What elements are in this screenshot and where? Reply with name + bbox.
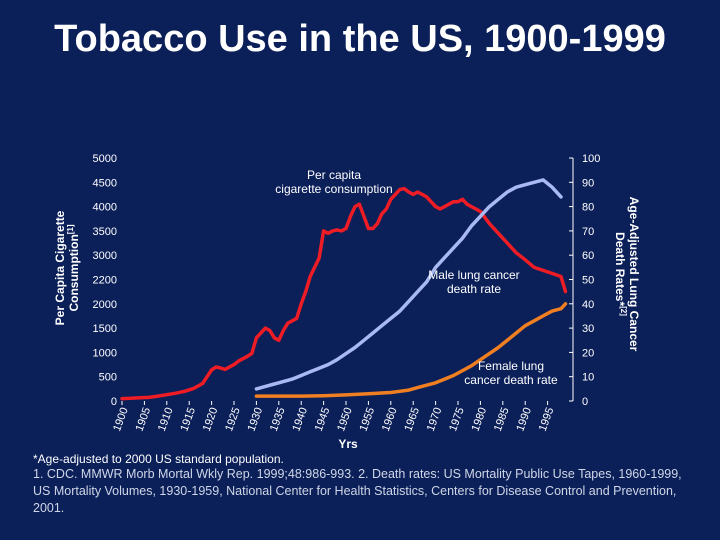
x-tick-label: 1970 (425, 406, 445, 433)
chart-series (120, 178, 568, 401)
male-annotation-line: death rate (447, 282, 501, 296)
x-axis-label: Yrs (338, 437, 358, 451)
x-tick-label: 1900 (111, 406, 131, 433)
y-right-tick-label: 100 (582, 153, 600, 165)
y-left-tick-label: 3500 (93, 226, 117, 238)
female-series-line (254, 302, 568, 398)
x-tick-label: 1910 (156, 406, 176, 433)
chart-labels: Yrs Per Capita Cigarette Consumption[1] Age… (53, 168, 641, 451)
y-left-tick-label: 3000 (93, 250, 117, 262)
female-annotation-line: Female lung (478, 359, 544, 373)
y-right-label-sub: Death Rates*[2] (613, 232, 628, 316)
x-tick-label: 1960 (380, 406, 400, 433)
y-right-tick-label: 10 (582, 372, 594, 384)
y-left-tick-label: 0 (111, 396, 117, 408)
y-right-label-main: Age-Adjusted Lung Cancer (627, 197, 641, 352)
y-left-label-main: Per Capita Cigarette (53, 210, 67, 325)
y-left-tick-label: 4500 (93, 177, 117, 189)
y-right-tick-label: 70 (582, 226, 594, 238)
footnote: *Age-adjusted to 2000 US standard popula… (33, 452, 284, 466)
y-right-tick-label: 20 (582, 347, 594, 359)
x-tick-label: 1955 (358, 406, 378, 433)
cigarette-series-line (120, 186, 568, 401)
y-right-tick-label: 90 (582, 177, 594, 189)
y-left-tick-label: 2000 (93, 299, 117, 311)
y-left-label-sub-text: Consumption (67, 234, 81, 311)
x-tick-label: 1975 (447, 406, 467, 433)
y-left-tick-label: 2200 (93, 275, 117, 287)
y-left-label-sub: Consumption[1] (66, 224, 81, 311)
y-right-tick-label: 0 (582, 396, 588, 408)
male-series-line (254, 178, 563, 391)
y-right-tick-label: 30 (582, 323, 594, 335)
y-right-tick-label: 60 (582, 250, 594, 262)
x-tick-label: 1915 (178, 406, 198, 433)
x-tick-label: 1985 (492, 406, 512, 433)
x-tick-label: 1950 (335, 406, 355, 433)
x-tick-label: 1930 (246, 406, 266, 433)
cigarette-annotation: Per capita cigarette consumption (275, 168, 392, 196)
x-tick-label: 1980 (470, 406, 490, 433)
y-left-tick-label: 4000 (93, 202, 117, 214)
y-right-tick-label: 80 (582, 202, 594, 214)
x-tick-label: 1905 (134, 406, 154, 433)
y-left-tick-label: 1500 (93, 323, 117, 335)
female-annotation-line: cancer death rate (464, 373, 558, 387)
cigarette-annotation-line: Per capita (307, 168, 361, 182)
x-tick-label: 1940 (290, 406, 310, 433)
y-left-tick-label: 1000 (93, 347, 117, 359)
y-right-label-sup: [2] (619, 306, 628, 316)
y-right-label-sub-text: Death Rates* (613, 232, 627, 306)
x-tick-label: 1990 (514, 406, 534, 433)
y-right-tick-label: 50 (582, 275, 594, 287)
page-title: Tobacco Use in the US, 1900-1999 (54, 18, 666, 60)
y-left-label-sup: [1] (66, 224, 75, 234)
x-tick-label: 1945 (313, 406, 333, 433)
male-annotation: Male lung cancer death rate (428, 268, 519, 296)
x-tick-label: 1995 (537, 406, 557, 433)
x-tick-label: 1965 (402, 406, 422, 433)
cigarette-annotation-line: cigarette consumption (275, 182, 392, 196)
x-tick-label: 1935 (268, 406, 288, 433)
male-annotation-line: Male lung cancer (428, 268, 519, 282)
x-tick-label: 1920 (201, 406, 221, 433)
x-tick-label: 1925 (223, 406, 243, 433)
y-left-axis-label: Per Capita Cigarette Consumption[1] (53, 210, 81, 325)
female-annotation: Female lung cancer death rate (464, 359, 558, 387)
y-left-tick-label: 500 (99, 372, 117, 384)
references: 1. CDC. MMWR Morb Mortal Wkly Rep. 1999;… (33, 467, 682, 515)
y-right-tick-label: 40 (582, 299, 594, 311)
y-left-tick-label: 5000 (93, 153, 117, 165)
